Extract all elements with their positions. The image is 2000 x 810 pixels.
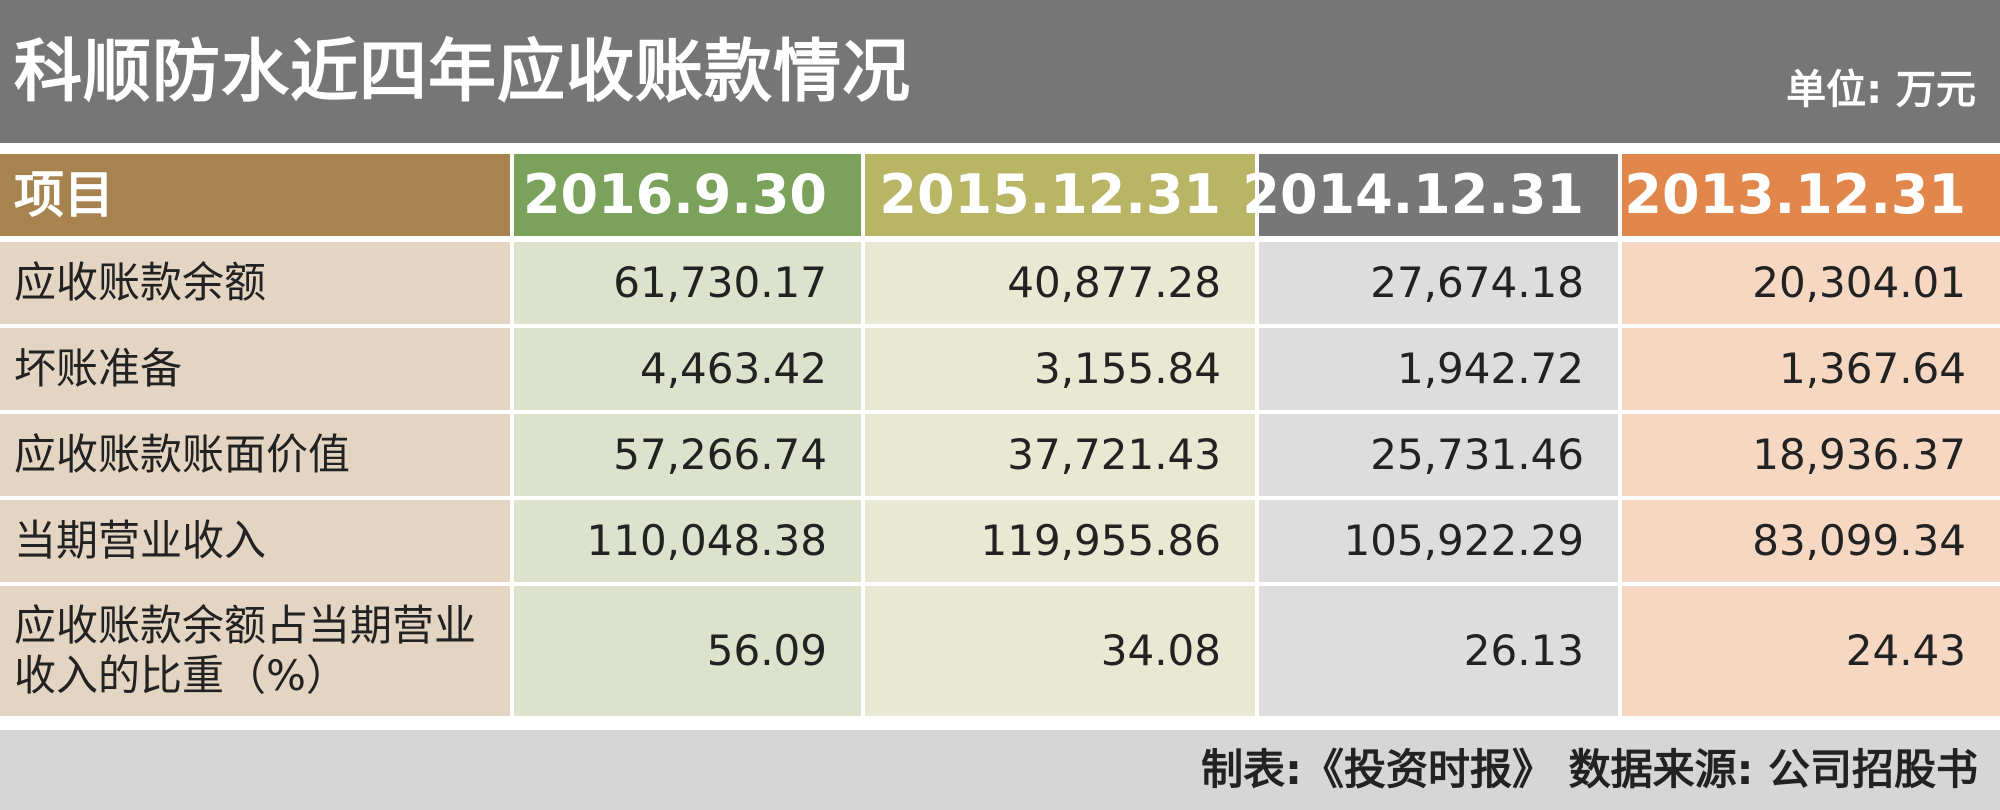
header-cell-col-2015: 2015.12.31	[865, 154, 1255, 236]
header-cell-col-2016: 2016.9.30	[514, 154, 861, 236]
table-cell-col-2014: 25,731.46	[1259, 414, 1618, 496]
title-bar: 科顺防水近四年应收账款情况 单位: 万元	[0, 0, 2000, 143]
page-title: 科顺防水近四年应收账款情况	[14, 33, 912, 112]
row-label: 当期营业收入	[0, 500, 510, 582]
footer-bar: 制表:《投资时报》 数据来源: 公司招股书	[0, 730, 2000, 810]
table-cell-col-2016: 4,463.42	[514, 328, 861, 410]
table-cell-col-2013: 20,304.01	[1622, 242, 2000, 324]
table-cell-col-2013: 18,936.37	[1622, 414, 2000, 496]
table-cell-col-2015: 119,955.86	[865, 500, 1255, 582]
data-table: 项目 2016.9.30 2015.12.31 2014.12.31 2013.12.3…	[0, 154, 2000, 716]
table-cell-col-2015: 37,721.43	[865, 414, 1255, 496]
source-note: 制表:《投资时报》 数据来源: 公司招股书	[1201, 745, 1978, 794]
table-cell-col-2013: 83,099.34	[1622, 500, 2000, 582]
table-cell-col-2016: 110,048.38	[514, 500, 861, 582]
header-cell-col-2013: 2013.12.31	[1622, 154, 2000, 236]
table-cell-col-2016: 56.09	[514, 586, 861, 716]
table-cell-col-2013: 24.43	[1622, 586, 2000, 716]
table-cell-col-2014: 1,942.72	[1259, 328, 1618, 410]
table-cell-col-2013: 1,367.64	[1622, 328, 2000, 410]
table-cell-col-2015: 3,155.84	[865, 328, 1255, 410]
table-cell-col-2014: 27,674.18	[1259, 242, 1618, 324]
table-cell-col-2015: 40,877.28	[865, 242, 1255, 324]
table-cell-col-2014: 26.13	[1259, 586, 1618, 716]
row-label: 应收账款余额	[0, 242, 510, 324]
table-cell-col-2014: 105,922.29	[1259, 500, 1618, 582]
row-label: 坏账准备	[0, 328, 510, 410]
table-cell-col-2015: 34.08	[865, 586, 1255, 716]
row-label: 应收账款余额占当期营业收入的比重（%）	[0, 586, 510, 716]
table-cell-col-2016: 61,730.17	[514, 242, 861, 324]
table-cell-col-2016: 57,266.74	[514, 414, 861, 496]
unit-label: 单位: 万元	[1786, 67, 1976, 113]
row-label: 应收账款账面价值	[0, 414, 510, 496]
header-cell-item: 项目	[0, 154, 510, 236]
header-cell-col-2014: 2014.12.31	[1242, 154, 1618, 236]
